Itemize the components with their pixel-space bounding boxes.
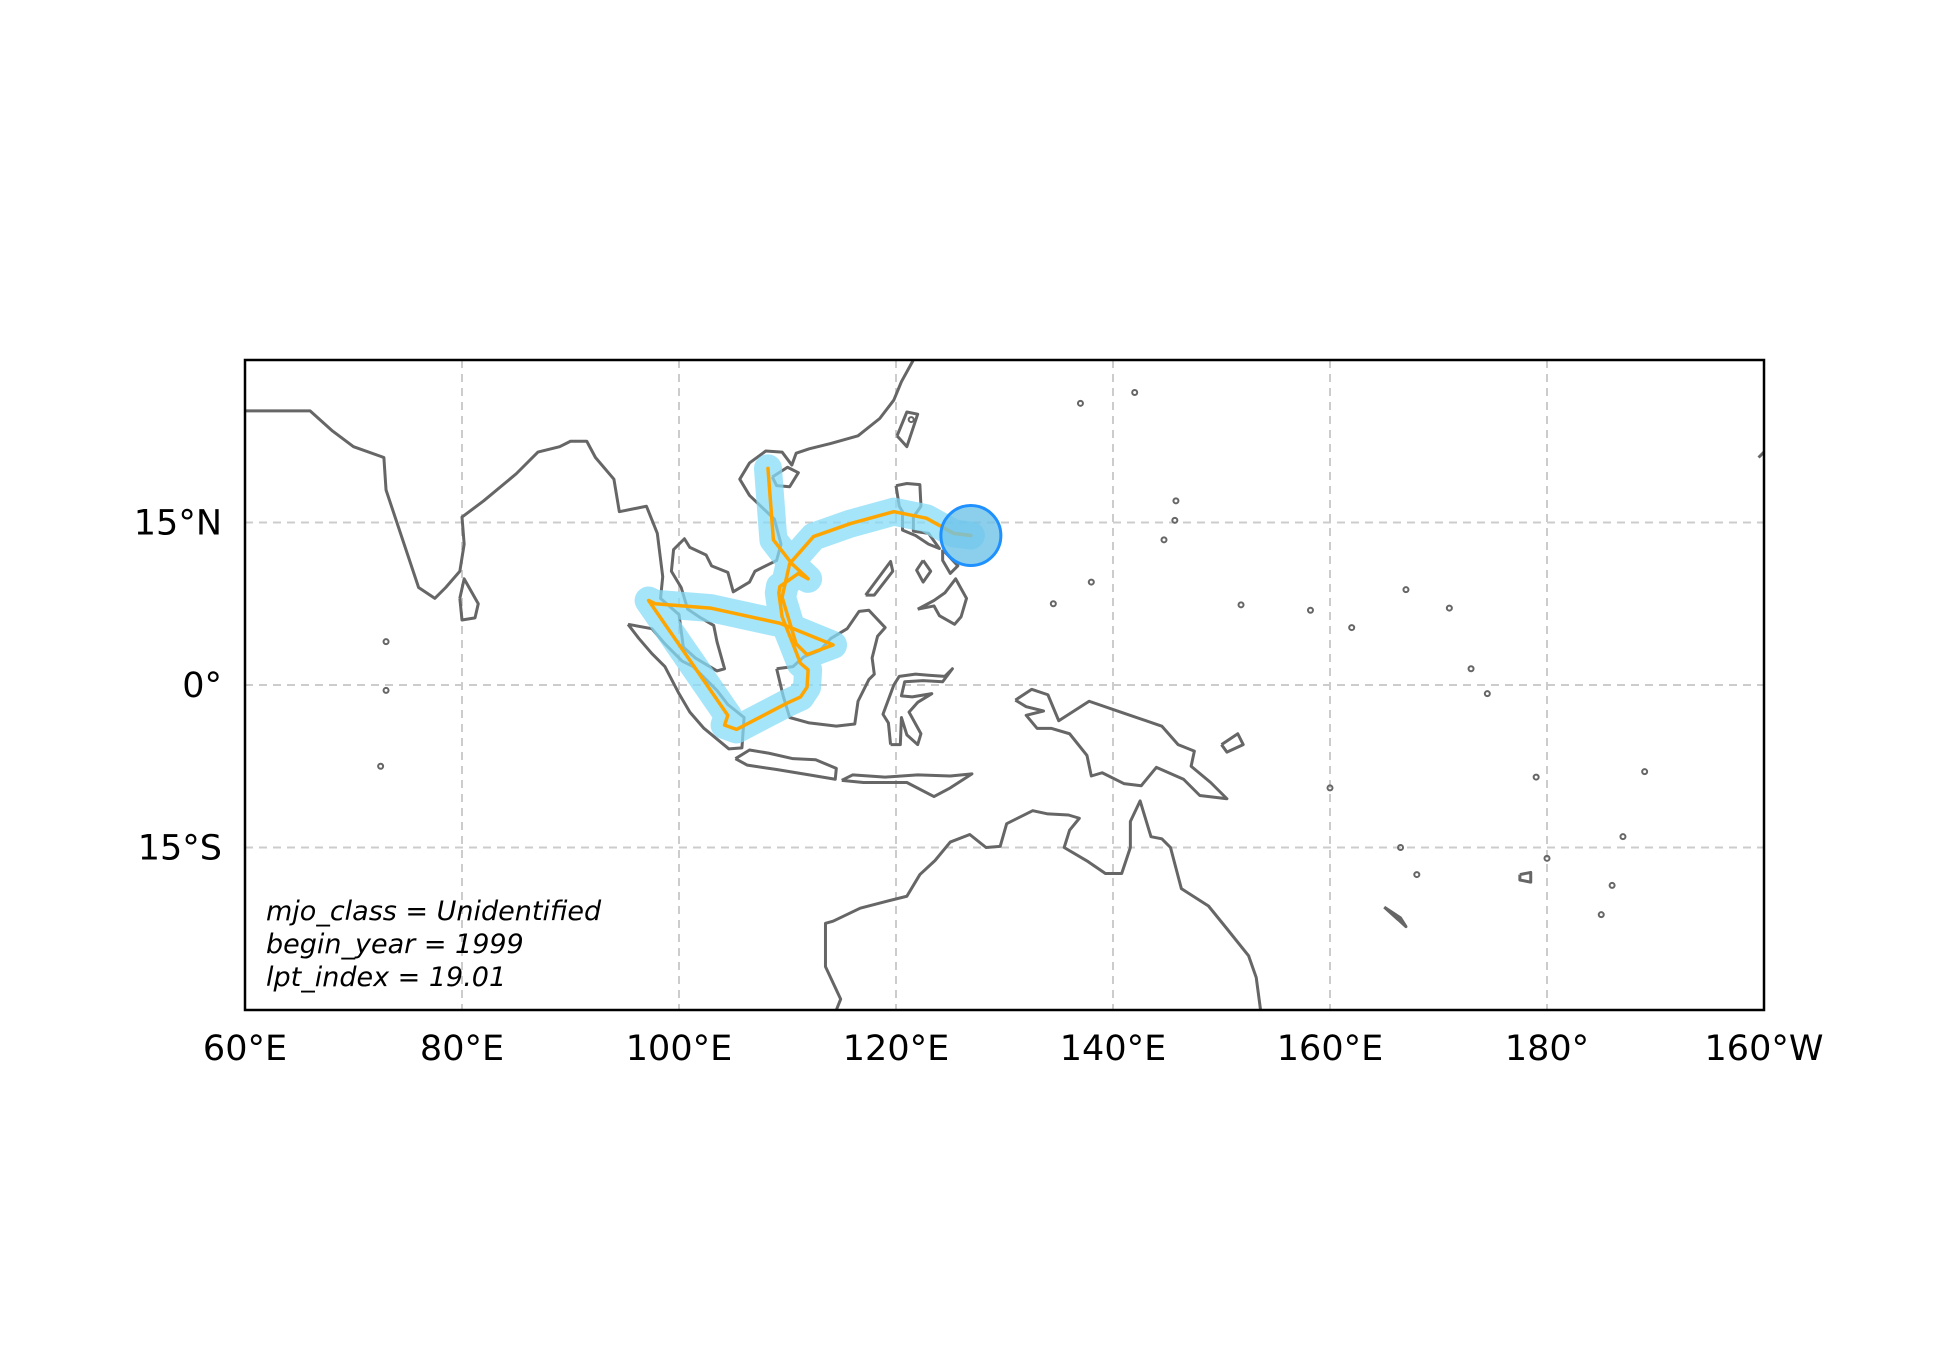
- x-tick-labels: 60°E 80°E 100°E 120°E 140°E 160°E 180° 160°W: [203, 1029, 1824, 1069]
- gridlines: [245, 360, 1764, 1010]
- y-tick-labels: 15°N 0° 15°S: [134, 504, 222, 869]
- y-tick-label: 0°: [182, 666, 222, 706]
- coastline: [1383, 905, 1408, 929]
- coastline: [895, 410, 920, 449]
- coastline: [1518, 870, 1533, 884]
- island: [1445, 604, 1453, 612]
- coastline: [1014, 687, 1229, 801]
- island: [1348, 624, 1356, 632]
- coastline: [1220, 732, 1245, 754]
- coastline: [841, 772, 974, 799]
- island: [1237, 601, 1245, 609]
- x-tick-label: 160°W: [1705, 1029, 1824, 1069]
- island: [1306, 606, 1314, 614]
- x-tick-label: 100°E: [626, 1029, 732, 1069]
- x-tick-label: 60°E: [203, 1029, 287, 1069]
- island: [1049, 600, 1057, 608]
- island: [1619, 833, 1627, 841]
- island: [1483, 690, 1491, 698]
- island: [1467, 665, 1475, 673]
- coastline: [245, 359, 915, 673]
- annotation-lpt-index: lpt_index = 19.01: [266, 962, 506, 993]
- island: [1608, 881, 1616, 889]
- track-halo: [634, 454, 985, 744]
- y-tick-label: 15°S: [138, 829, 222, 869]
- island: [382, 686, 390, 694]
- coastline: [881, 667, 954, 747]
- island: [1413, 871, 1421, 879]
- island: [1131, 389, 1139, 396]
- island: [1397, 844, 1405, 851]
- x-tick-label: 120°E: [843, 1029, 949, 1069]
- island: [1543, 854, 1551, 862]
- island: [1171, 516, 1179, 524]
- island: [907, 416, 915, 424]
- island: [1076, 399, 1084, 407]
- island: [1160, 536, 1168, 544]
- coastline: [864, 560, 895, 597]
- coastline: [458, 577, 480, 622]
- x-tick-label: 160°E: [1277, 1029, 1383, 1069]
- coastline: [734, 748, 838, 781]
- lpt-track: [634, 454, 1003, 744]
- island: [1532, 773, 1540, 781]
- coastline: [915, 559, 933, 584]
- end-position-marker: [939, 504, 1003, 567]
- island: [377, 762, 385, 770]
- island: [1641, 768, 1649, 776]
- x-tick-label: 180°: [1505, 1029, 1589, 1069]
- island: [1087, 578, 1095, 586]
- island: [1402, 586, 1410, 594]
- track-line: [646, 466, 973, 732]
- x-tick-label: 140°E: [1060, 1029, 1166, 1069]
- island: [1172, 497, 1180, 505]
- annotation-begin-year: begin_year = 1999: [266, 929, 524, 960]
- island: [1597, 911, 1605, 919]
- coastline: [916, 577, 969, 626]
- coastline: [823, 799, 1263, 1011]
- island: [382, 638, 390, 646]
- island: [1326, 784, 1334, 792]
- annotation-mjo-class: mjo_class = Unidentified: [266, 896, 602, 927]
- x-tick-label: 80°E: [420, 1029, 504, 1069]
- plot-frame: [243, 358, 1766, 1012]
- y-tick-label: 15°N: [134, 504, 222, 544]
